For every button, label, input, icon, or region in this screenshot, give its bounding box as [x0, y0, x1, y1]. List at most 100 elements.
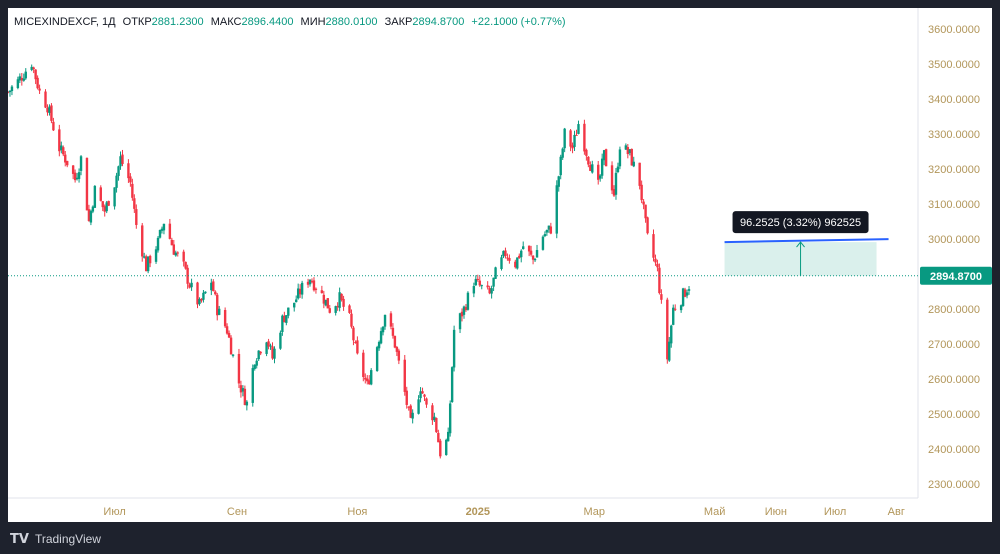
candle-body [508, 258, 511, 261]
candle-body [255, 360, 258, 366]
symbol-label[interactable]: MICEXINDEXCF, 1Д [14, 16, 116, 28]
candle-body [322, 294, 326, 304]
candle-body [146, 256, 150, 272]
x-tick-label: 2025 [466, 506, 490, 518]
candle-body [527, 245, 531, 252]
candle-body [522, 246, 525, 250]
candle-body [310, 281, 314, 283]
candle-body [555, 185, 558, 234]
measure-top-line [724, 238, 889, 244]
candle-body [350, 313, 353, 327]
candle-body [531, 255, 535, 260]
candle-body [411, 412, 414, 419]
candle-body [448, 403, 452, 434]
candle-body [557, 176, 560, 187]
candle-body [285, 315, 288, 323]
x-tick-label: Мар [584, 506, 606, 518]
candle-body [658, 267, 661, 294]
candle-body [340, 293, 343, 300]
candle-body [22, 78, 25, 81]
candle-body [445, 439, 448, 456]
last-price-badge [920, 266, 992, 285]
x-tick-label: Май [704, 506, 726, 518]
candle-body [573, 134, 576, 147]
candle-body [296, 288, 300, 299]
candle-body [476, 278, 480, 280]
x-tick-label: Июл [824, 506, 846, 518]
y-tick-label: 3500.0000 [928, 59, 980, 71]
candle-body [170, 239, 174, 246]
candle-body [472, 286, 476, 294]
candle-body [375, 347, 379, 371]
change-value: +22.1000 (+0.77%) [471, 16, 566, 28]
candle-body [589, 165, 592, 171]
candle-body [62, 147, 65, 155]
candle-body [227, 333, 231, 338]
candle-body [389, 313, 393, 327]
candle-body [630, 148, 633, 166]
candle-body [269, 345, 272, 347]
candle-body [452, 329, 456, 368]
price-chart-svg[interactable]: 3600.0000 3500.0000 3400.0000 3300.0000 3200… [8, 8, 992, 522]
candle-body [446, 431, 450, 442]
candle-body [154, 249, 158, 262]
candle-body [64, 154, 67, 163]
candle-body [202, 292, 205, 300]
chart-area[interactable]: MICEXINDEXCF, 1Д ОТКР2881.2300 МАКС2896.… [8, 8, 992, 522]
candle-body [571, 145, 574, 149]
candle-body [628, 149, 632, 153]
candle-body [405, 390, 408, 405]
candle-body [298, 288, 302, 295]
brand-name[interactable]: TradingView [34, 532, 101, 546]
candle-body [439, 440, 442, 457]
y-tick-label: 3100.0000 [928, 199, 980, 211]
candle-body [168, 223, 172, 239]
candle-body [458, 313, 462, 330]
candle-body [488, 288, 491, 294]
y-tick-label: 2300.0000 [928, 479, 980, 491]
candle-body [514, 261, 517, 268]
candle-body [218, 308, 221, 315]
close-label: ЗАКР [384, 16, 413, 28]
candle-body [16, 79, 20, 89]
candle-body [267, 341, 270, 347]
candle-body [283, 315, 286, 323]
candle-body [417, 399, 420, 414]
candle-body [239, 385, 243, 393]
candle-body [679, 305, 683, 311]
candle-body [370, 370, 373, 385]
candle-body [504, 250, 507, 256]
candle-body [656, 263, 659, 268]
y-tick-label: 3300.0000 [928, 129, 980, 141]
candle-body [10, 86, 14, 92]
candle-body [196, 282, 199, 305]
candle-body [200, 298, 203, 301]
candle-body [437, 432, 440, 443]
candle-body [610, 165, 614, 191]
candle-body [79, 156, 83, 171]
candle-body [306, 281, 310, 285]
candle-body [480, 285, 483, 287]
candle-body [364, 377, 367, 380]
candle-body [602, 150, 606, 161]
candle-body [666, 299, 669, 360]
candle-body [133, 198, 136, 209]
candle-body [506, 257, 509, 259]
candle-body [273, 348, 276, 359]
candle-body [77, 172, 81, 179]
candle-body [158, 229, 162, 238]
candle-body [162, 223, 166, 231]
candle-body [8, 90, 12, 93]
footer: 𝗧𝗩 TradingView [10, 531, 101, 547]
candle-body [356, 340, 359, 354]
candle-body [391, 327, 395, 336]
tradingview-logo-icon[interactable]: 𝗧𝗩 [10, 531, 29, 546]
candle-body [652, 234, 655, 258]
candle-body [545, 229, 549, 233]
candle-body [423, 394, 426, 397]
candle-body [644, 204, 647, 219]
candle-body [516, 257, 519, 269]
candle-body [366, 378, 369, 382]
candle-body [640, 184, 643, 201]
close-value: 2894.8700 [412, 16, 465, 28]
